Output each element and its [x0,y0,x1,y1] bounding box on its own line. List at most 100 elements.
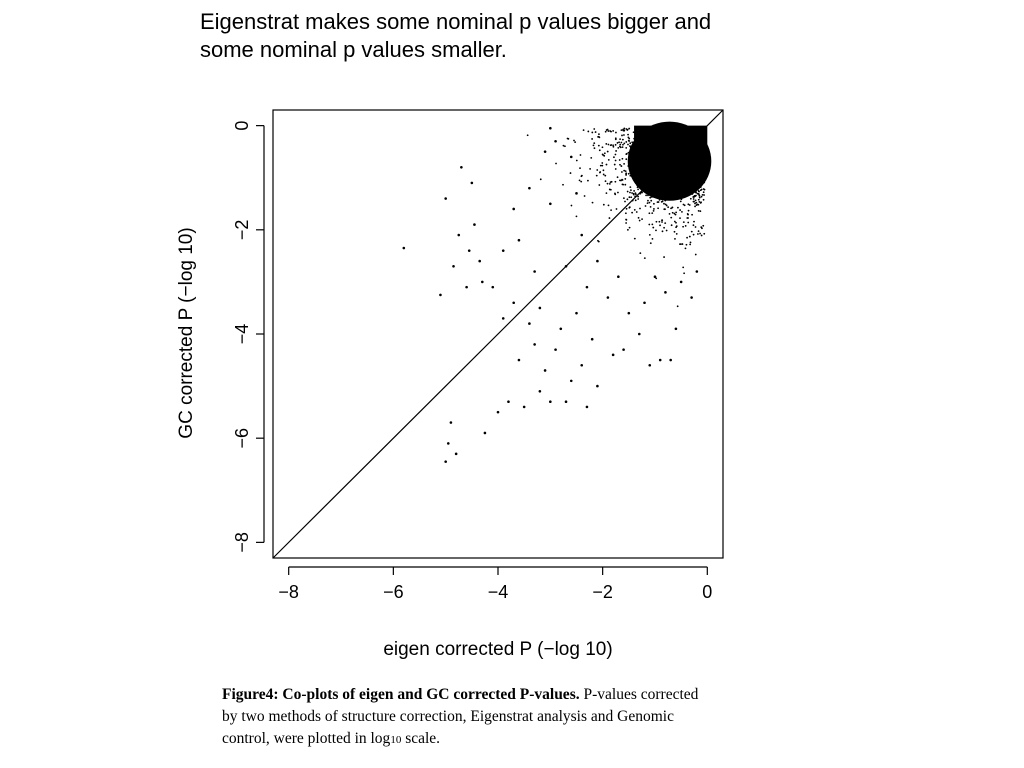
dense-point [690,153,693,156]
dense-point [694,253,697,256]
dense-point [641,142,644,145]
dense-point [591,138,593,140]
dense-point [634,195,637,198]
dense-point [699,144,702,147]
dense-point [658,169,661,171]
dense-point [655,142,658,145]
dense-point [685,189,688,192]
dense-point [625,218,627,221]
dense-point [674,213,677,216]
dense-point [668,154,670,157]
dense-point [678,128,681,131]
dense-point [646,140,649,143]
dense-point [625,207,628,210]
data-point [528,186,531,190]
dense-point [629,191,631,194]
dense-point [653,190,655,193]
dense-point [665,155,668,158]
data-point [679,280,683,284]
dense-point [638,136,641,138]
dense-point [684,186,686,189]
dense-point [652,210,655,212]
dense-point [619,146,622,149]
dense-point [701,136,704,139]
dense-point [666,194,669,197]
dense-point [670,173,672,176]
dense-point [663,158,666,160]
dense-point [627,172,630,175]
dense-point [612,145,615,148]
dense-point [690,230,693,233]
dense-point [691,131,694,133]
dense-point [684,136,686,139]
dense-point [687,203,690,206]
dense-point [692,198,695,200]
dense-point [697,193,700,195]
dense-point [642,136,644,139]
dense-point [675,150,677,152]
dense-point [623,169,626,172]
data-point [569,379,573,383]
dense-point [667,140,670,143]
dense-point [654,188,657,190]
dense-point [679,187,681,190]
data-point [449,421,453,424]
dense-point [655,144,658,147]
dense-point [655,220,658,223]
dense-point [682,146,685,149]
dense-point [659,224,661,227]
data-point [664,291,667,294]
dense-point [666,147,669,150]
dense-point [668,129,671,132]
data-point [512,207,515,211]
dense-point [648,134,651,137]
dense-point [637,166,640,169]
dense-point [661,136,664,139]
dense-point [599,171,601,174]
dense-point [674,133,677,136]
y-tick-label: −8 [232,532,252,553]
dense-point [671,211,674,214]
dense-point [673,230,676,233]
dense-point [647,127,650,130]
dense-point [610,180,613,183]
dense-point [697,170,700,173]
dense-point [663,202,665,205]
dense-point [699,232,701,235]
dense-point [682,221,685,224]
dense-point [619,163,621,166]
dense-point [637,216,640,219]
dense-point [562,144,565,147]
dense-point [686,179,688,182]
dense-point [625,141,628,143]
dense-point [680,198,683,201]
dense-point [695,165,698,168]
dense-point [689,243,692,246]
dense-point [620,179,622,182]
dense-point [648,176,651,179]
dense-point [661,152,664,154]
dense-point [637,173,640,175]
dense-point [526,134,529,137]
data-point [580,363,584,367]
dense-point [660,129,663,132]
dense-point [644,132,647,135]
dense-point [654,178,657,181]
dense-point [703,129,706,132]
dense-point [662,183,665,186]
dense-point [697,141,700,143]
dense-point [637,188,639,191]
dense-point [650,139,653,142]
dense-point [626,228,629,231]
dense-point [651,167,654,169]
data-point [517,238,521,242]
dense-point [703,194,705,196]
dense-point [698,169,701,172]
dense-point [621,183,624,186]
dense-point [687,148,690,151]
dense-point [703,173,706,176]
dense-point [648,187,651,190]
dense-point [665,166,668,168]
x-tick-label: −8 [278,582,299,602]
dense-point [671,146,674,149]
